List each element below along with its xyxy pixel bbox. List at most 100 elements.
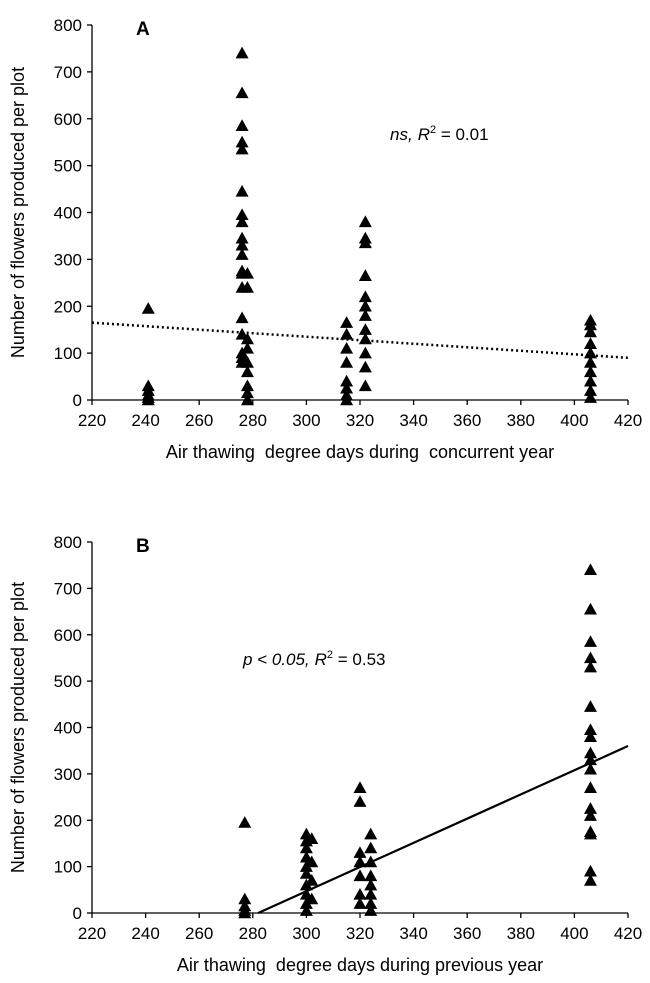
- x-tick-label: 320: [346, 411, 374, 430]
- data-point: [235, 231, 249, 244]
- annotation-superscript: 2: [327, 649, 333, 661]
- data-point: [238, 816, 252, 828]
- annotation-symbol: R: [418, 125, 430, 144]
- data-point: [583, 802, 597, 814]
- data-point: [340, 327, 354, 340]
- data-point: [583, 723, 597, 736]
- data-point: [358, 332, 372, 345]
- x-axis-title: Air thawing degree days during concurren…: [166, 442, 554, 462]
- y-tick-label: 600: [54, 626, 82, 645]
- data-point: [240, 379, 254, 392]
- data-point: [305, 874, 319, 886]
- data-point: [353, 887, 367, 900]
- panel: 0 100 200 300 400 500 600 700 800 220 240 260 280 300…: [8, 533, 642, 975]
- annotation: p < 0.05, R2 = 0.53: [242, 649, 386, 669]
- y-tick-label: 0: [73, 904, 82, 923]
- x-tick-label: 260: [185, 924, 213, 943]
- data-point: [583, 730, 597, 742]
- data-point: [340, 316, 354, 328]
- data-point: [305, 855, 319, 868]
- data-point: [305, 832, 319, 844]
- data-point: [364, 878, 378, 891]
- data-point: [583, 827, 597, 840]
- data-point: [358, 323, 372, 335]
- x-tick-label: 280: [239, 411, 267, 430]
- data-point: [358, 360, 372, 373]
- data-point: [364, 904, 378, 916]
- x-tick-label: 400: [560, 924, 588, 943]
- y-tick-label: 600: [54, 110, 82, 129]
- data-point: [299, 904, 313, 916]
- x-tick-label: 400: [560, 411, 588, 430]
- y-tick-label: 800: [54, 533, 82, 552]
- x-tick-label: 360: [453, 411, 481, 430]
- data-point: [240, 341, 254, 354]
- data-point: [358, 215, 372, 228]
- data-point: [240, 332, 254, 345]
- data-point: [235, 238, 249, 251]
- data-point: [583, 660, 597, 673]
- data-point: [238, 906, 252, 919]
- data-point: [353, 869, 367, 882]
- data-point: [358, 299, 372, 312]
- data-point: [358, 269, 372, 281]
- data-point: [583, 864, 597, 877]
- x-tick-label: 240: [131, 924, 159, 943]
- data-point: [235, 135, 249, 148]
- data-point: [364, 841, 378, 854]
- y-tick-label: 500: [54, 157, 82, 176]
- data-point: [235, 86, 249, 99]
- y-axis-title: Number of flowers produced per plot: [8, 582, 28, 873]
- data-point: [583, 874, 597, 886]
- y-tick-label: 800: [54, 16, 82, 35]
- y-tick-label: 200: [54, 811, 82, 830]
- data-point: [583, 746, 597, 759]
- data-point: [240, 266, 254, 279]
- data-point: [299, 841, 313, 854]
- x-tick-label: 260: [185, 411, 213, 430]
- data-point: [141, 393, 155, 406]
- data-point: [240, 386, 254, 399]
- x-tick-label: 240: [131, 411, 159, 430]
- data-point: [358, 309, 372, 321]
- data-point: [583, 356, 597, 368]
- y-tick-label: 100: [54, 344, 82, 363]
- data-point: [358, 346, 372, 359]
- y-tick-label: 700: [54, 63, 82, 82]
- data-point: [364, 827, 378, 840]
- x-tick-label: 420: [614, 924, 642, 943]
- x-tick-label: 300: [292, 411, 320, 430]
- data-point: [583, 651, 597, 664]
- x-tick-label: 340: [399, 924, 427, 943]
- data-point: [358, 379, 372, 392]
- data-point: [240, 281, 254, 293]
- data-point: [583, 365, 597, 378]
- x-tick-label: 220: [78, 411, 106, 430]
- x-tick-label: 320: [346, 924, 374, 943]
- data-point: [583, 346, 597, 359]
- data-point: [353, 781, 367, 793]
- data-point: [583, 635, 597, 647]
- x-tick-label: 380: [507, 411, 535, 430]
- trendline: [257, 745, 629, 915]
- data-point: [583, 337, 597, 349]
- data-point: [358, 236, 372, 249]
- data-point: [583, 325, 597, 338]
- data-point: [340, 341, 354, 354]
- data-point: [583, 809, 597, 821]
- y-tick-label: 100: [54, 858, 82, 877]
- annotation-italic: ns,: [390, 125, 413, 144]
- panel-label: B: [136, 536, 150, 557]
- data-point: [235, 184, 249, 197]
- data-point: [583, 318, 597, 331]
- data-point: [583, 700, 597, 712]
- data-point: [235, 208, 249, 221]
- data-point: [240, 393, 254, 406]
- data-point: [583, 602, 597, 615]
- y-axis-title: Number of flowers produced per plot: [8, 67, 28, 358]
- x-tick-label: 280: [239, 924, 267, 943]
- x-tick-label: 300: [292, 924, 320, 943]
- trendline: [91, 321, 629, 360]
- data-point: [353, 846, 367, 858]
